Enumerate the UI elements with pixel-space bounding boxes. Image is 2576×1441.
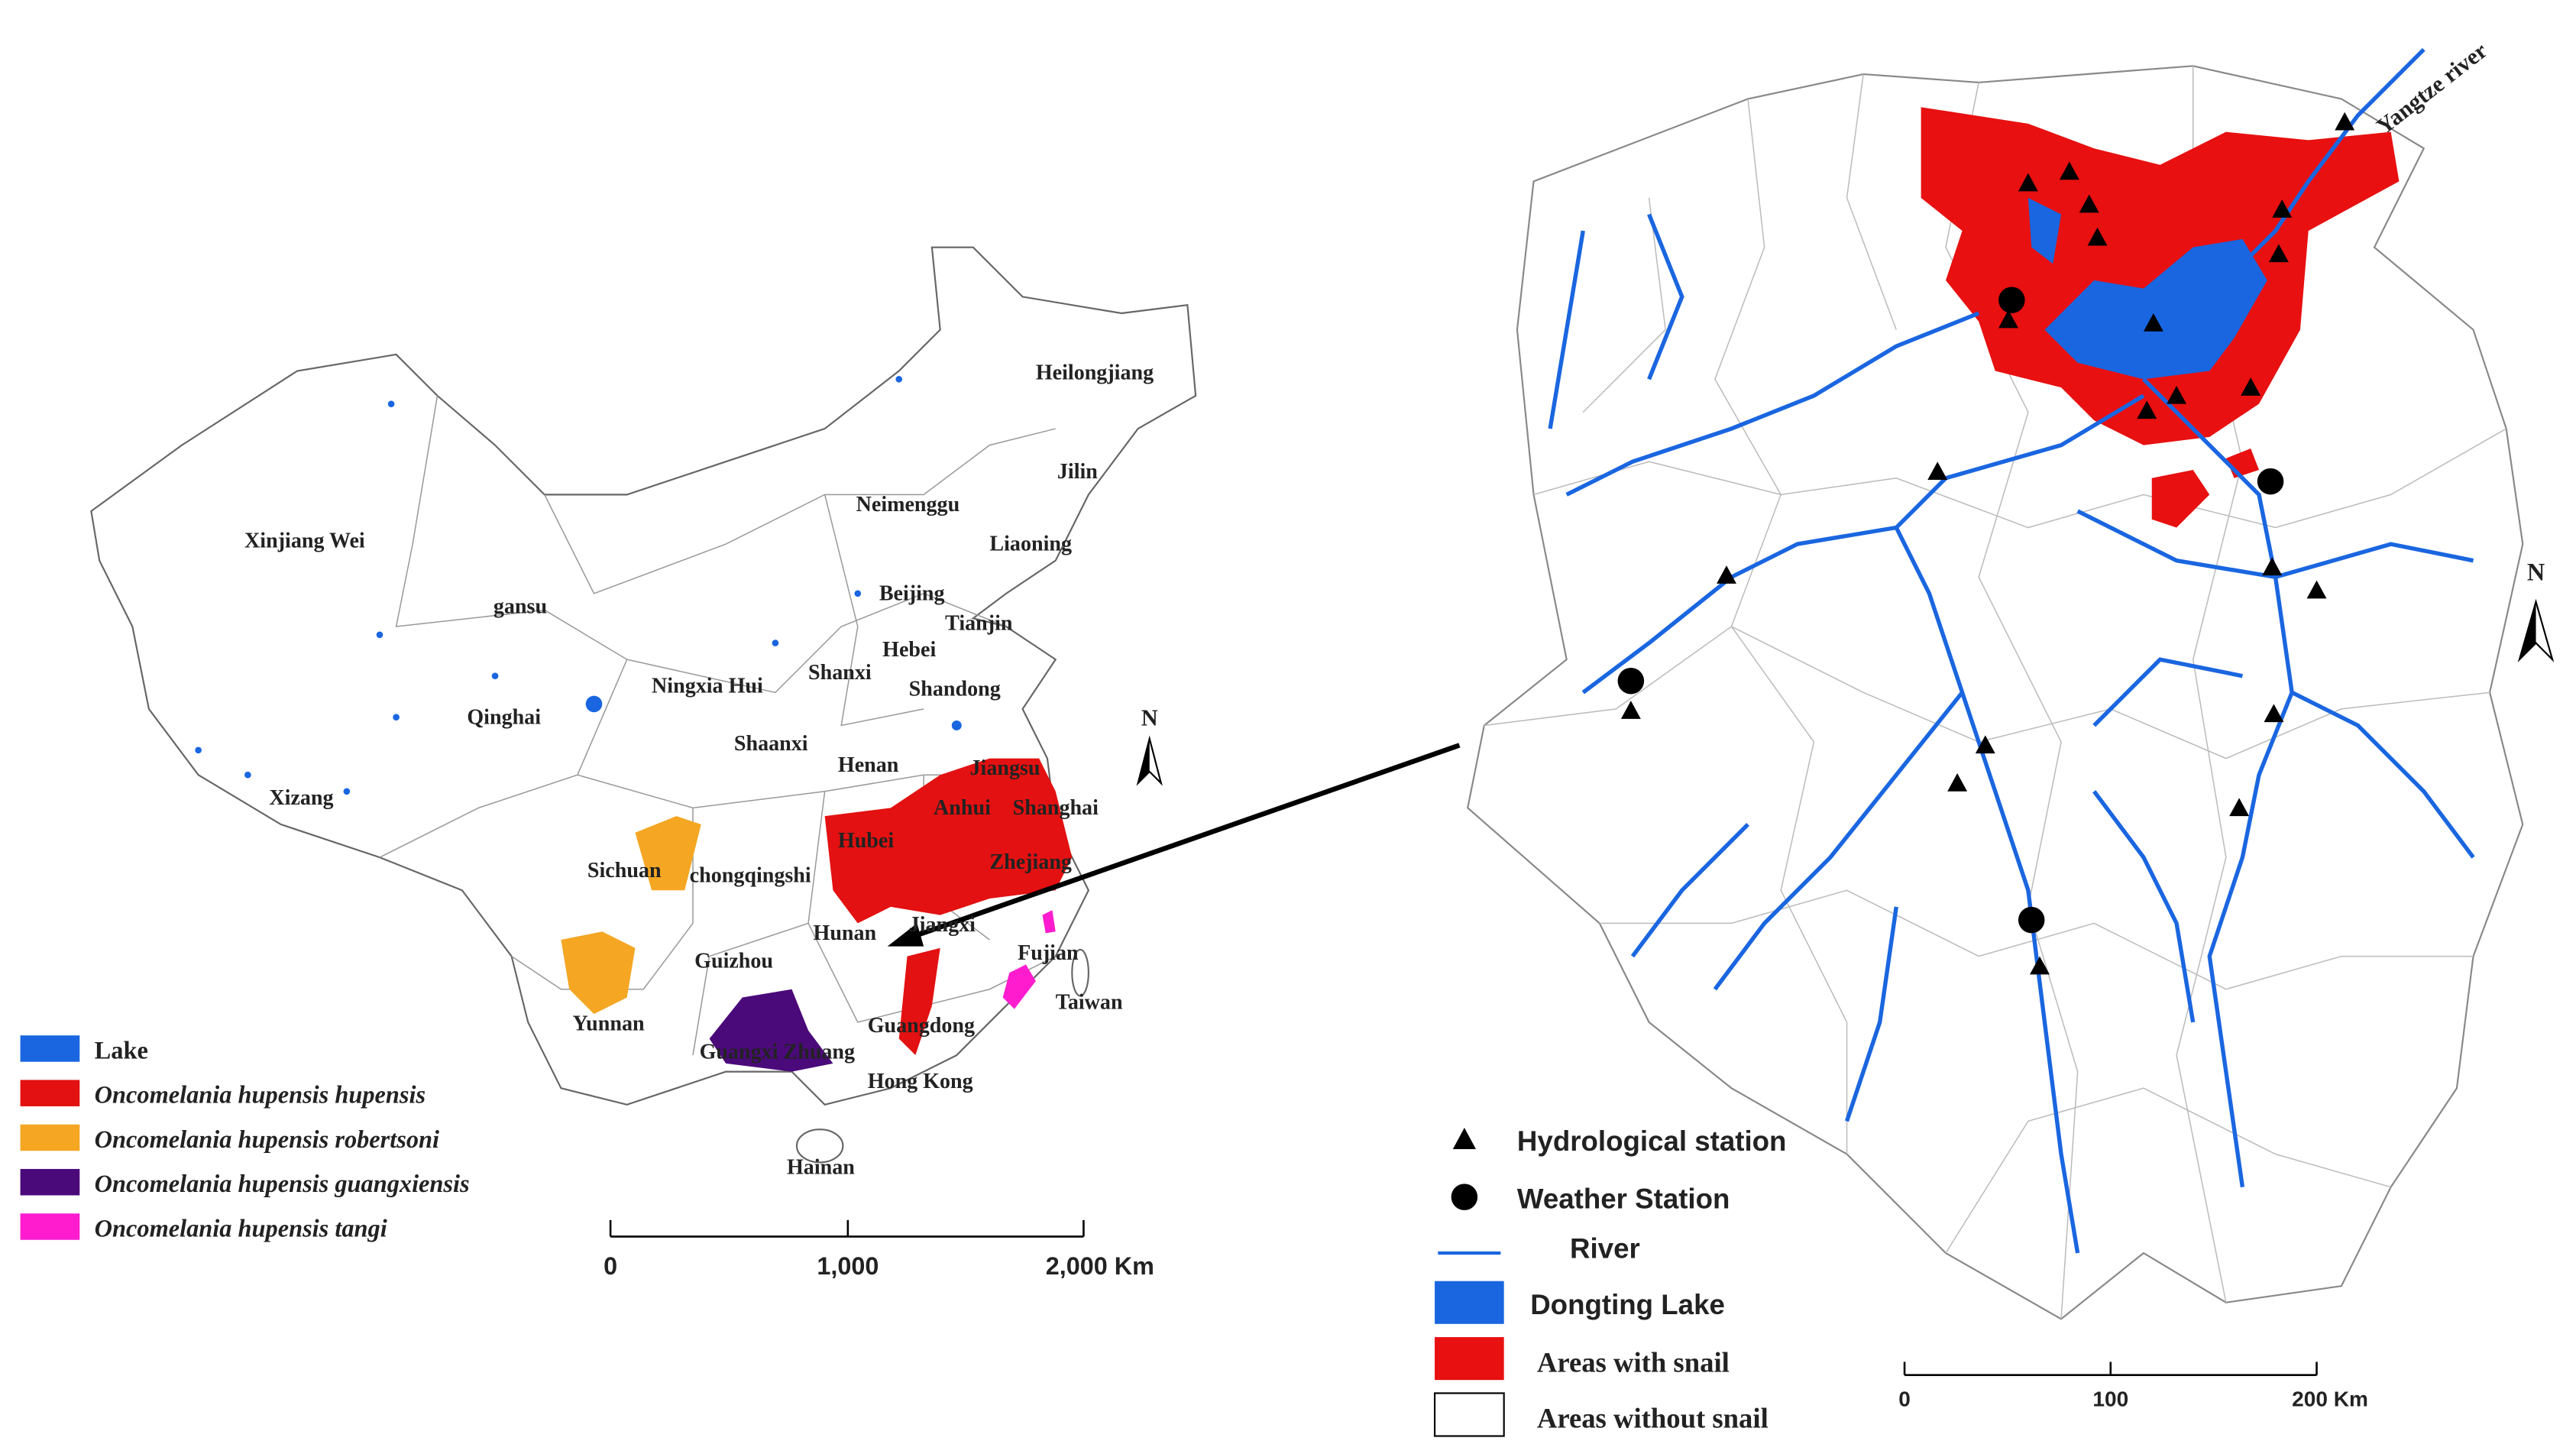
- province-label: Jiangxi: [909, 913, 976, 937]
- province-label: Hong Kong: [868, 1070, 973, 1093]
- legend-label: Weather Station: [1517, 1184, 1730, 1215]
- province-label: Jilin: [1057, 460, 1098, 484]
- scale-label: 200 Km: [2292, 1388, 2368, 1411]
- legend-label: Oncomelania hupensis hupensis: [95, 1081, 426, 1109]
- hydrological-stations: [1620, 112, 2355, 975]
- legend-label: Areas with snail: [1537, 1346, 1730, 1378]
- province-label: Heilongjiang: [1036, 361, 1154, 384]
- province-label: Guizhou: [694, 950, 773, 973]
- taiwan-island: [1071, 948, 1089, 997]
- province-label: Ningxia Hui: [652, 674, 763, 698]
- left-legend-swatches: [20, 1035, 80, 1240]
- weather-stations: [1617, 287, 2284, 934]
- province-label: Guangdong: [868, 1014, 975, 1038]
- province-label: Hebei: [882, 638, 936, 662]
- province-label: Henan: [838, 753, 899, 777]
- province-label: Yunnan: [572, 1012, 644, 1036]
- arrow: [887, 743, 1461, 947]
- lakes: [195, 376, 962, 795]
- scale-label: 100: [2092, 1388, 2128, 1411]
- scale-label: 0: [604, 1252, 617, 1280]
- legend-label: Dongting Lake: [1530, 1289, 1725, 1320]
- north-arrow-right: [2517, 598, 2555, 662]
- province-label: Shandong: [909, 678, 1001, 701]
- legend-label: Oncomelania hupensis tangi: [95, 1214, 387, 1242]
- north-label: N: [2527, 559, 2545, 586]
- legend-label: River: [1570, 1232, 1640, 1264]
- province-label: Guangxi Zhuang: [700, 1040, 855, 1064]
- province-label: Hunan: [814, 921, 877, 945]
- snail-guangxiensis: [709, 989, 833, 1072]
- province-label: Xinjiang Wei: [244, 529, 365, 552]
- snail-robertsoni: [561, 816, 701, 1015]
- province-label: Fujian: [1018, 941, 1079, 965]
- province-label: Taiwan: [1056, 991, 1123, 1015]
- north-arrow-left: [1136, 735, 1163, 786]
- province-label: gansu: [494, 595, 547, 619]
- province-label: Neimenggu: [856, 493, 960, 516]
- dongting-lake: [2027, 197, 2267, 380]
- province-label: Hainan: [787, 1155, 855, 1179]
- province-label: Zhejiang: [989, 850, 1072, 874]
- north-label: N: [1141, 704, 1158, 730]
- left-scale-bar: [609, 1219, 1085, 1238]
- province-label: Shaanxi: [734, 732, 808, 756]
- province-label: Liaoning: [989, 533, 1072, 556]
- right-legend-symbols: [1433, 1128, 1505, 1437]
- right-scale-bar: [1903, 1362, 2318, 1376]
- legend-label: Oncomelania hupensis guangxiensis: [95, 1170, 470, 1197]
- snail-hupensis: [824, 758, 1073, 1056]
- legend-label: Areas without snail: [1537, 1403, 1769, 1434]
- province-label: Anhui: [934, 796, 991, 820]
- province-label: Shanghai: [1013, 796, 1099, 820]
- province-label: chongqingshi: [690, 863, 811, 887]
- scale-label: 0: [1898, 1388, 1911, 1411]
- province-label: Xizang: [269, 786, 333, 810]
- province-label: Jiangsu: [970, 756, 1040, 780]
- scale-label: 2,000 Km: [1046, 1252, 1154, 1280]
- province-label: Shanxi: [808, 661, 872, 685]
- legend-label: Oncomelania hupensis robertsoni: [95, 1125, 439, 1153]
- province-label: Tianjin: [945, 611, 1013, 635]
- legend-label: Lake: [95, 1036, 148, 1064]
- province-label: Beijing: [879, 581, 945, 605]
- legend-label: Hydrological station: [1517, 1125, 1787, 1157]
- labels: Heilongjiang Jilin Neimenggu Liaoning Xinjia…: [95, 37, 2545, 1434]
- scale-label: 1,000: [817, 1252, 879, 1280]
- hainan-island: [795, 1129, 844, 1164]
- river-label: Yangtze river: [2371, 37, 2492, 140]
- snail-tangi: [1002, 910, 1056, 1009]
- province-label: Qinghai: [467, 705, 541, 729]
- province-label: Hubei: [838, 829, 894, 853]
- province-label: Sichuan: [587, 859, 662, 882]
- rivers: [1548, 47, 2475, 1254]
